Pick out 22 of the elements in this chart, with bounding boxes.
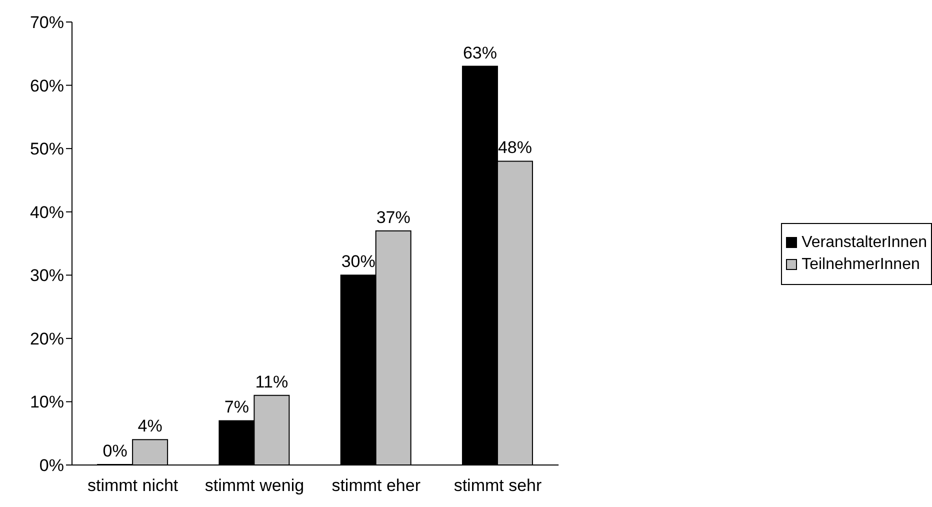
x-tick-label: stimmt eher <box>332 476 421 496</box>
y-tick-label: 50% <box>30 140 64 159</box>
data-label: 30% <box>341 252 376 272</box>
y-tick-label: 60% <box>30 76 64 96</box>
data-label: 63% <box>462 43 497 62</box>
data-label: 48% <box>498 138 532 158</box>
data-label: 37% <box>376 208 410 227</box>
legend-label: TeilnehmerInnen <box>802 256 920 274</box>
data-label: 11% <box>255 372 288 392</box>
x-tick-label: stimmt sehr <box>454 476 542 496</box>
data-label: 7% <box>224 398 249 417</box>
y-tick-label: 70% <box>30 13 64 32</box>
y-tick-label: 20% <box>30 329 64 348</box>
y-tick-label: 10% <box>30 392 64 412</box>
data-label: 4% <box>138 416 162 436</box>
x-tick-label: stimmt nicht <box>87 476 178 496</box>
data-label: 0% <box>102 442 128 460</box>
y-tick-label: 40% <box>30 202 64 222</box>
x-tick-label: stimmt wenig <box>204 476 304 496</box>
y-tick-label: 0% <box>39 456 64 476</box>
legend-label: VeranstalterInnen <box>802 234 927 252</box>
y-tick-label: 30% <box>30 266 64 286</box>
